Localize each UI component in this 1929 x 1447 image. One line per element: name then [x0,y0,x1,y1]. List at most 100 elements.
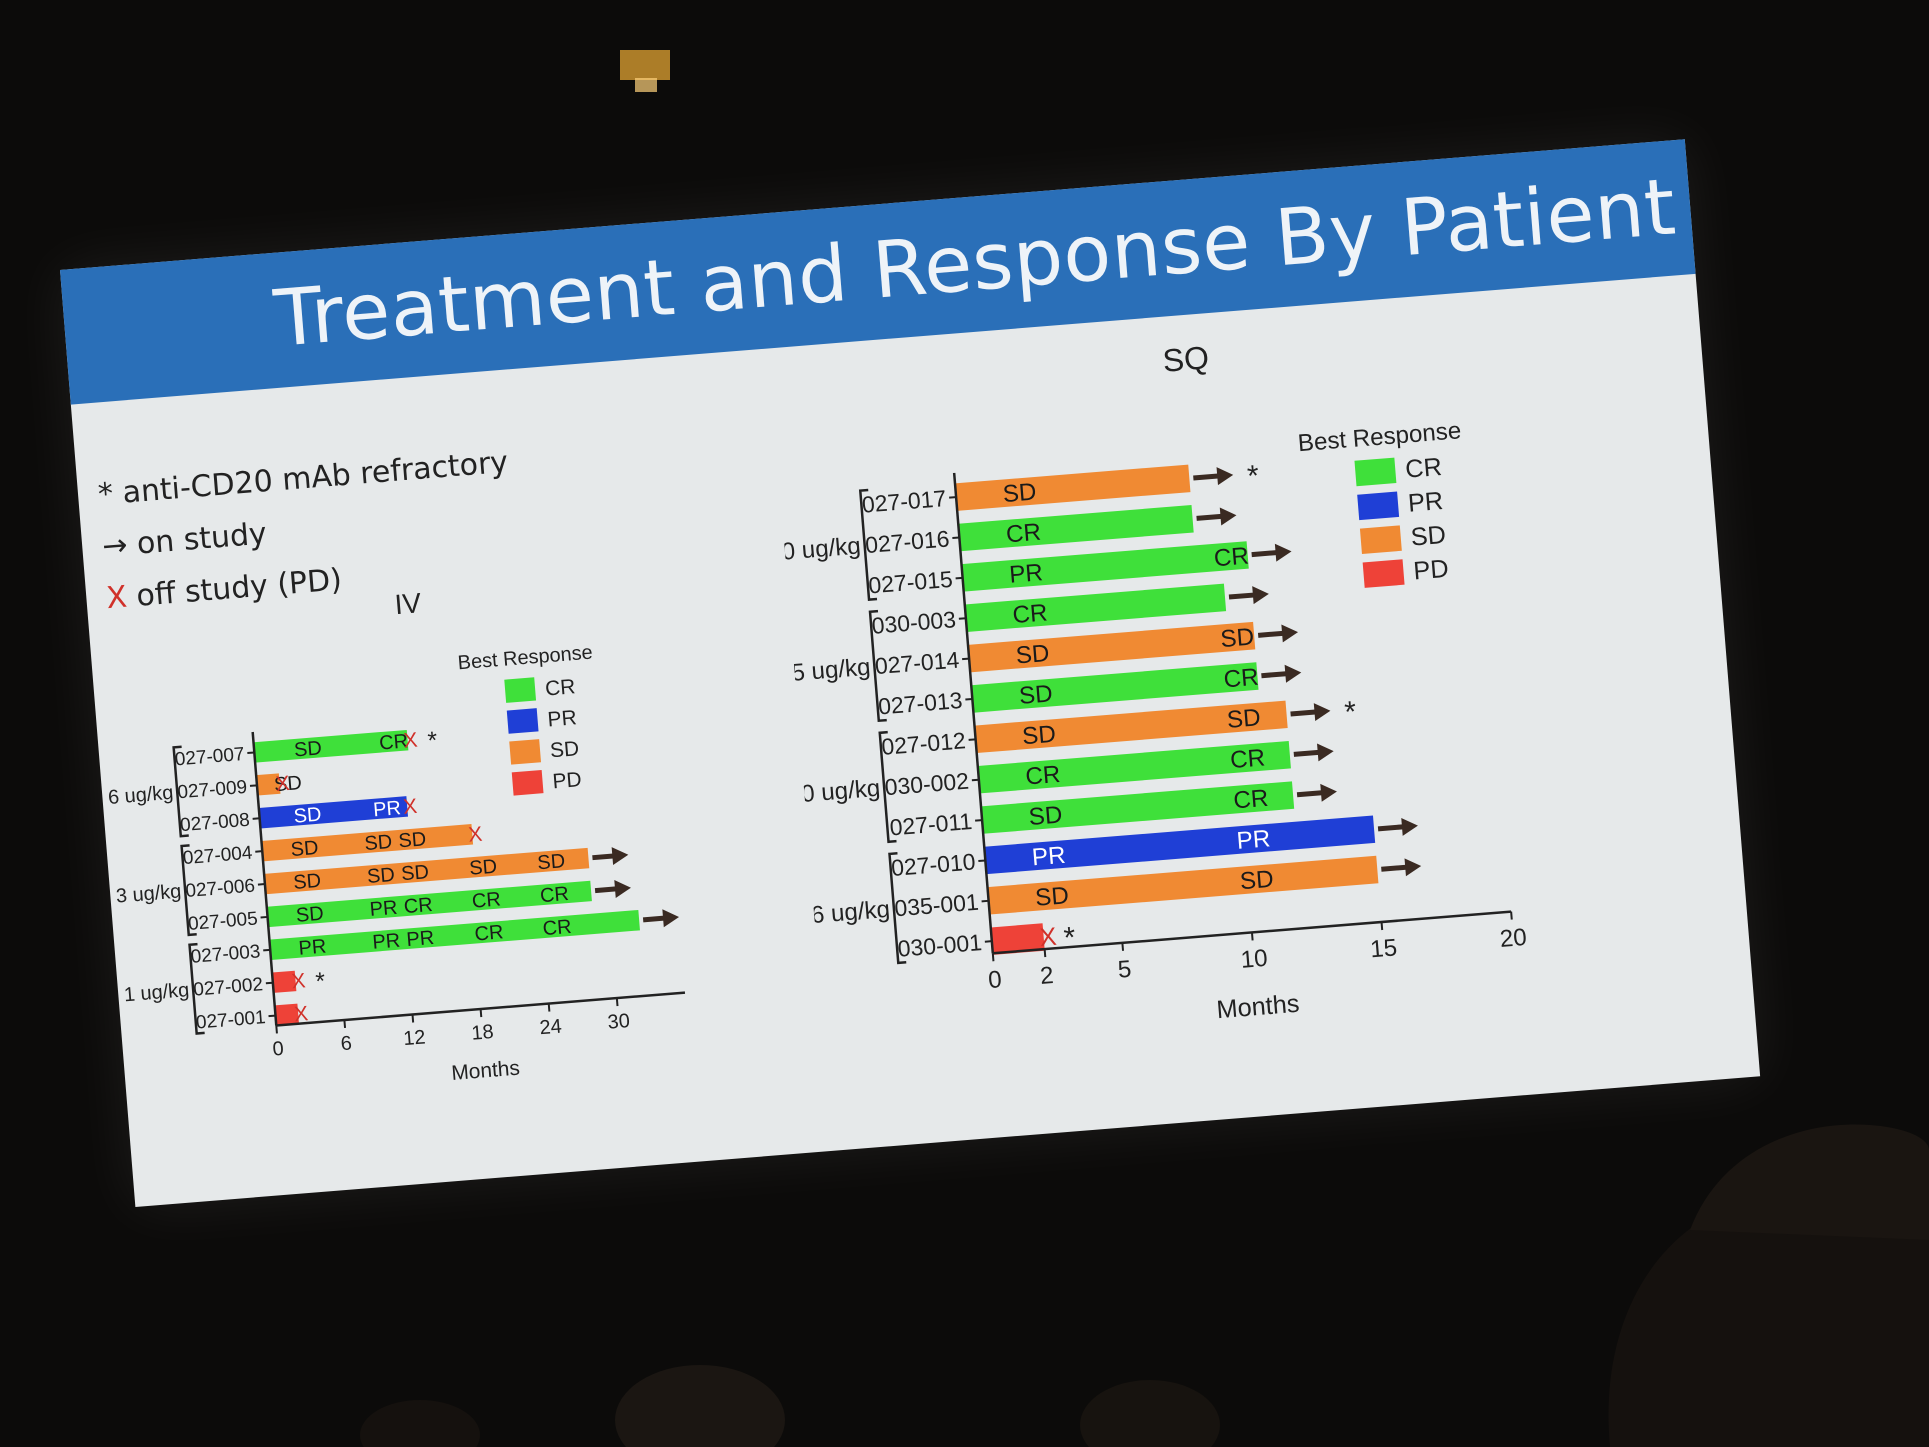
response-label: SD [1219,623,1255,653]
response-label: SD [1018,680,1054,710]
refractory-asterisk: * [1063,921,1078,955]
patient-id-label: 030-003 [871,606,957,639]
bar-027-011 [980,781,1295,834]
bar-027-008 [258,796,409,829]
dose-group-bracket [188,942,205,1035]
off-study-x-mark: X [402,795,418,819]
x-tick [547,1003,551,1012]
response-label: CR [378,730,408,754]
on-study-arrow [1290,709,1319,717]
x-tick-label: 20 [1499,924,1528,953]
on-study-arrowhead [662,909,680,928]
patient-id-label: 027-017 [861,485,947,518]
key-asterisk: * anti-CD20 mAb refractory [97,445,510,513]
response-label: CR [471,888,501,912]
response-label: SD [293,737,322,761]
on-study-arrowhead [1281,624,1299,643]
x-tick [411,1014,415,1023]
x-tick [275,1025,278,1034]
on-study-arrow [1196,513,1225,521]
bar-027-001 [274,1003,300,1026]
response-label: SD [1239,866,1275,896]
bar-030-003 [964,583,1227,632]
response-label: SD [400,861,429,885]
patient-id-label: 027-003 [190,941,261,968]
response-label: SD [1021,721,1057,751]
dose-group-label: 1 ug/kg [123,979,190,1006]
on-study-arrowhead [1317,743,1334,762]
bar-027-009 [256,773,281,796]
x-tick-label: 5 [1117,956,1133,984]
x-tick [1121,942,1125,951]
on-study-arrowhead [1274,543,1292,562]
patient-id-label: 027-016 [864,525,950,558]
ceiling-light [620,50,670,80]
bar-027-005 [266,880,592,928]
patient-id-label: 027-006 [185,876,256,903]
x-tick-label: 18 [471,1021,495,1045]
on-study-arrowhead [611,847,629,866]
patient-id-label: 027-005 [187,908,258,935]
bar-027-003 [269,909,640,961]
patient-id-label: 027-001 [195,1007,266,1034]
response-label: SD [1015,640,1051,670]
response-label: PR [372,797,401,821]
patient-id-label: 027-002 [193,974,264,1001]
response-label: SD [398,828,427,852]
patient-id-label: 030-001 [897,929,983,962]
dose-group-bracket [172,745,189,838]
arrow-right-icon: → [100,527,129,565]
x-tick-label: 0 [272,1038,285,1061]
legend-swatch-pr [1357,491,1400,521]
bar-030-002 [977,740,1291,794]
on-study-arrowhead [1313,703,1331,722]
dose-group-bracket [180,844,197,937]
response-label: SD [366,864,395,888]
response-label: SD [1002,478,1038,508]
legend-swatch-pd [1362,559,1405,588]
response-label: SD [1028,801,1064,831]
off-study-x-mark: X [275,772,291,796]
x-axis-label: Months [1215,990,1300,1025]
legend-swatch-pd [511,769,544,796]
on-study-arrow [1381,864,1410,872]
patient-id-label: 027-013 [877,687,963,720]
on-study-arrowhead [614,880,631,898]
patient-id-label: 027-012 [880,727,966,760]
x-tick-label: 30 [607,1010,631,1034]
off-study-x-mark: X [291,969,307,993]
legend-swatch-sd [509,739,542,765]
response-label: PR [1031,842,1067,872]
x-tick [1380,921,1384,931]
bar-027-002 [272,970,297,993]
bar-027-014 [967,621,1256,673]
bar-027-004 [261,824,474,862]
y-axis [952,472,995,954]
chart-title: IV [393,587,422,620]
x-tick-label: 10 [1240,945,1269,974]
response-label: CR [1229,744,1266,774]
on-study-arrowhead [1320,783,1337,802]
on-study-arrowhead [1216,467,1234,486]
on-study-arrow [1377,824,1407,832]
refractory-asterisk: * [1343,695,1358,729]
patient-id-label: 030-002 [884,768,970,801]
response-label: SD [1034,882,1070,912]
x-tick-label: 2 [1039,962,1055,990]
legend-label-cr: CR [1404,453,1443,484]
key-arrow: → on study [101,516,268,564]
response-label: CR [474,921,504,945]
x-tick-label: 15 [1369,934,1398,963]
legend-label-pr: PR [1407,487,1444,518]
refractory-asterisk: * [1246,459,1261,493]
x-tick [1043,949,1047,958]
projection-screen: Treatment and Response By Patient * anti… [60,139,1761,1207]
patient-id-label: 027-011 [889,808,974,841]
bar-027-012 [974,700,1288,754]
x-tick-label: 6 [340,1032,353,1055]
on-study-arrowhead [1219,507,1237,526]
dose-group-label: 3 ug/kg [115,880,182,907]
y-axis [251,731,278,1026]
off-study-x-mark: X [403,729,419,753]
